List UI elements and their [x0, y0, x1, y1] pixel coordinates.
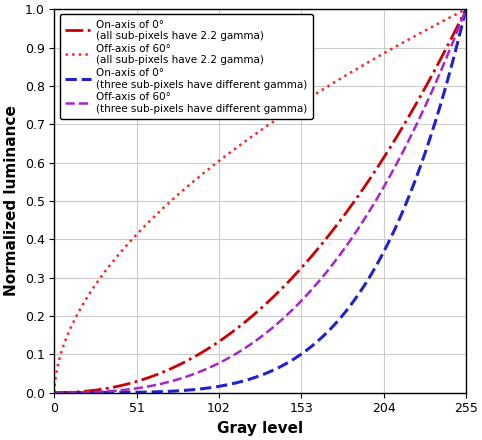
Legend: On-axis of 0°
(all sub-pixels have 2.2 gamma), Off-axis of 60°
(all sub-pixels h: On-axis of 0° (all sub-pixels have 2.2 g… — [60, 15, 312, 119]
X-axis label: Gray level: Gray level — [217, 421, 303, 436]
Y-axis label: Normalized luminance: Normalized luminance — [4, 106, 19, 296]
